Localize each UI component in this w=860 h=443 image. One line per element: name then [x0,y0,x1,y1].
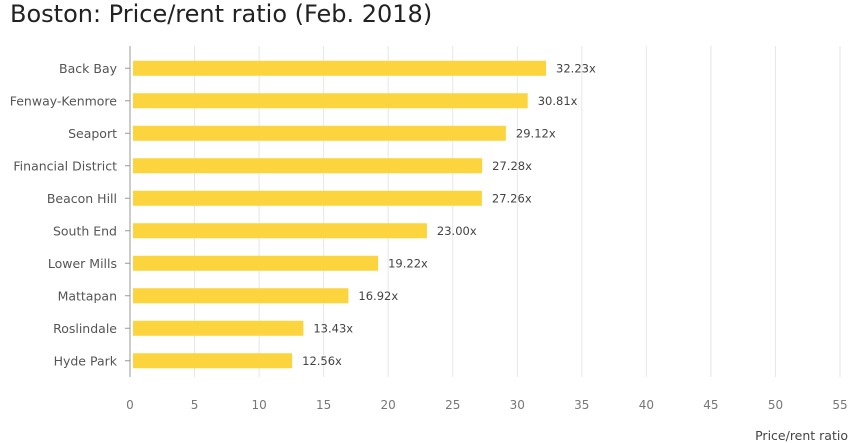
x-tick-label: 25 [445,398,460,412]
bar [133,158,483,174]
category-label: South End [53,223,117,238]
bar [133,288,349,304]
category-label: Mattapan [58,288,117,303]
bar [133,353,293,369]
x-tick-label: 10 [251,398,266,412]
axes [125,46,131,377]
data-label: 23.00x [437,224,477,238]
x-tick-label: 50 [768,398,783,412]
bars [133,60,547,369]
x-tick-label: 45 [703,398,718,412]
data-label: 13.43x [313,321,353,335]
labels: 0 5 10 15 20 25 30 35 40 45 50 55 Back Bay 32.23x Fenw… [10,61,848,412]
bar [133,320,304,336]
data-label: 19.22x [388,256,428,270]
data-label: 32.23x [556,61,596,75]
data-label: 12.56x [302,354,342,368]
data-label: 27.28x [492,159,532,173]
bar [133,93,528,109]
chart-title: Boston: Price/rent ratio (Feb. 2018) [10,0,433,28]
category-label: Lower Mills [48,256,117,271]
x-tick-label: 20 [381,398,396,412]
data-label: 29.12x [516,126,556,140]
bar [133,60,547,76]
category-label: Fenway-Kenmore [10,93,118,108]
x-tick-label: 0 [126,398,134,412]
category-label: Roslindale [53,321,117,336]
bar [133,255,379,271]
x-tick-label: 30 [510,398,525,412]
bar [133,125,506,141]
category-label: Hyde Park [54,353,118,368]
bar [133,223,427,239]
x-tick-label: 55 [832,398,847,412]
data-label: 16.92x [358,289,398,303]
category-label: Financial District [13,158,117,173]
x-tick-label: 15 [316,398,331,412]
category-label: Beacon Hill [47,191,117,206]
x-tick-label: 5 [191,398,199,412]
bar [133,190,482,206]
x-tick-label: 40 [639,398,654,412]
data-label: 30.81x [538,94,578,108]
x-axis-title: Price/rent ratio [755,428,848,443]
data-label: 27.26x [492,191,532,205]
x-tick-label: 35 [574,398,589,412]
category-label: Back Bay [59,61,118,76]
category-label: Seaport [68,126,117,141]
